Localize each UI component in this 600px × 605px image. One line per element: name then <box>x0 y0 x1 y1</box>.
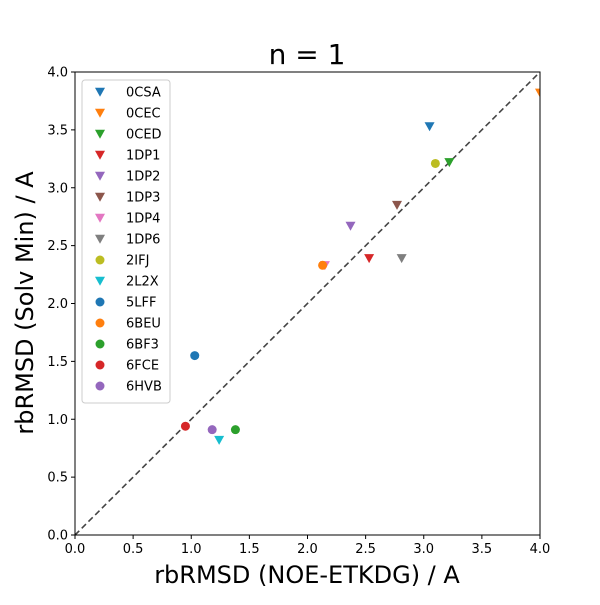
legend-marker-6beu <box>95 318 105 328</box>
x-tick-label: 2.5 <box>355 542 376 557</box>
legend-label: 1DP4 <box>126 212 160 227</box>
legend-marker-6bf3 <box>95 339 105 349</box>
legend-marker-6hvb <box>95 381 105 391</box>
x-tick-label: 1.5 <box>239 542 260 557</box>
legend-label: 1DP1 <box>126 149 160 164</box>
data-point-2l2x <box>214 435 225 445</box>
y-tick-label: 0.5 <box>47 471 68 486</box>
x-tick-label: 0.5 <box>123 542 144 557</box>
diagonal-reference-line <box>74 71 541 536</box>
x-axis-title: rbRMSD (NOE-ETKDG) / A <box>154 561 460 589</box>
data-point-6bf3 <box>230 425 240 435</box>
x-tick-label: 2.0 <box>297 542 318 557</box>
data-point-1dp1 <box>364 254 375 264</box>
legend-label: 6BF3 <box>126 338 159 353</box>
x-tick-label: 0.0 <box>65 542 86 557</box>
legend-marker-5lff <box>95 297 105 307</box>
legend-label: 2L2X <box>126 275 159 290</box>
legend-marker-1dp1 <box>95 150 105 160</box>
legend-label: 0CED <box>126 128 162 143</box>
legend-marker-0csa <box>95 87 105 97</box>
data-points <box>180 88 540 445</box>
plot-area: 0.0 0.5 1.0 1.5 2.0 2.5 3.0 3.5 4.0 0.0 0.5 1.0 1.5 2… <box>47 66 550 558</box>
legend-label: 0CEC <box>126 107 161 122</box>
y-tick-label: 1.5 <box>47 355 68 370</box>
legend-marker-0ced <box>95 129 105 139</box>
y-tick-label: 2.0 <box>47 297 68 312</box>
data-point-6fce <box>180 421 190 431</box>
x-tick-label: 4.0 <box>530 542 551 557</box>
legend-marker-1dp2 <box>95 171 105 181</box>
data-point-2ifj <box>430 158 440 168</box>
legend-label: 1DP2 <box>126 170 160 185</box>
legend-marker-2ifj <box>95 255 105 265</box>
y-tick-label: 0.0 <box>47 529 68 544</box>
legend-label: 0CSA <box>126 86 161 101</box>
data-point-0csa <box>424 122 435 132</box>
legend-marker-0cec <box>95 108 105 118</box>
legend-marker-6fce <box>95 360 105 370</box>
legend-label: 2IFJ <box>126 254 149 269</box>
y-tick-label: 2.5 <box>47 239 68 254</box>
legend-label: 5LFF <box>126 296 156 311</box>
legend-marker-2l2x <box>95 276 105 286</box>
data-point-5lff <box>190 351 200 361</box>
data-point-0ced <box>444 158 455 168</box>
legend-label: 6FCE <box>126 359 159 374</box>
chart-title: n = 1 <box>269 38 346 71</box>
legend-label: 6BEU <box>126 317 161 332</box>
data-point-0cec <box>535 88 540 98</box>
legend-label: 6HVB <box>126 380 162 395</box>
y-tick-label: 1.0 <box>47 413 68 428</box>
y-tick-label: 3.5 <box>47 123 68 138</box>
legend-marker-1dp4 <box>95 213 105 223</box>
x-tick-label: 1.0 <box>181 542 202 557</box>
y-tick-label: 4.0 <box>47 66 68 81</box>
data-point-1dp3 <box>392 200 403 210</box>
data-point-6hvb <box>207 425 217 435</box>
legend-marker-1dp6 <box>95 234 105 244</box>
data-point-6beu <box>318 260 328 270</box>
y-axis-title: rbRMSD (Solv Min) / A <box>11 171 39 435</box>
x-tick-label: 3.5 <box>472 542 493 557</box>
x-tick-label: 3.0 <box>413 542 434 557</box>
legend: 0CSA 0CEC 0CED 1DP1 1DP2 1DP3 1DP4 1DP6 2IFJ 2L2X… <box>81 79 171 404</box>
legend-label: 1DP6 <box>126 233 160 248</box>
data-point-1dp6 <box>396 254 407 264</box>
y-tick-label: 3.0 <box>47 181 68 196</box>
legend-label: 1DP3 <box>126 191 160 206</box>
data-point-1dp2 <box>345 221 356 231</box>
legend-marker-1dp3 <box>95 192 105 202</box>
